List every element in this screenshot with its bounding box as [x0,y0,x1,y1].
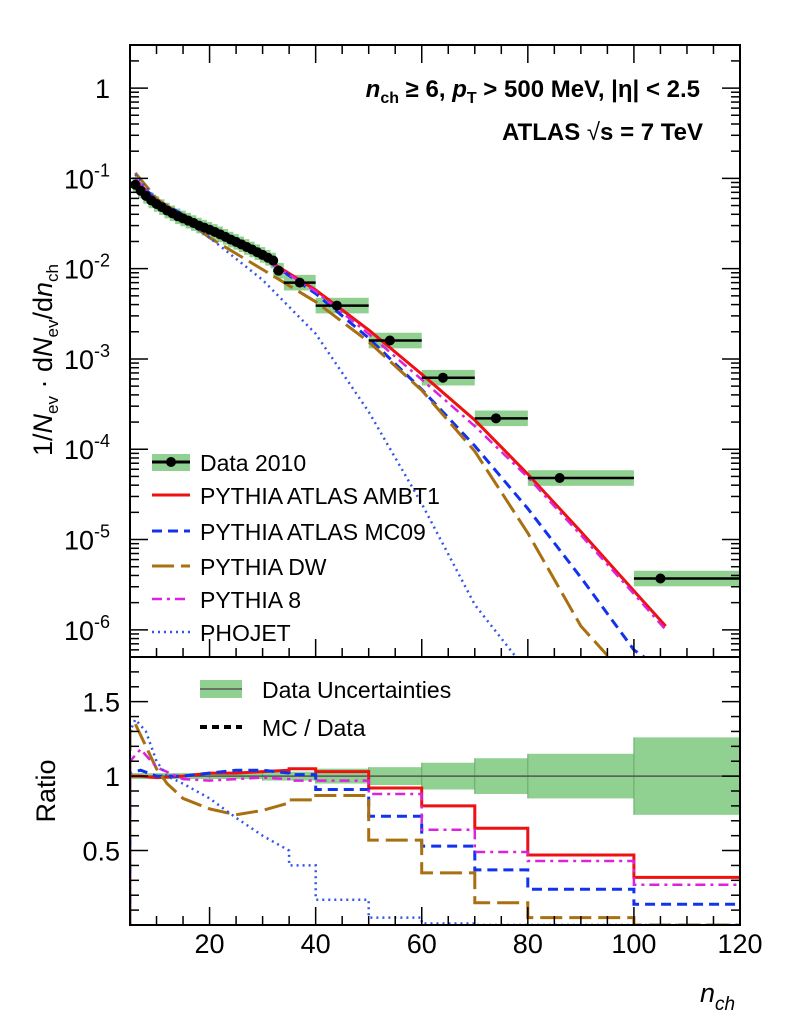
ann-cond1: ≥ 6, [399,76,452,103]
x-tick-label-80: 80 [513,929,543,959]
y-tick-base: 10 [64,255,94,285]
selection-annotation: nch ≥ 6, pT > 500 MeV, |η| < 2.5 [366,76,700,107]
data-point-28 [294,277,305,288]
y-tick-base: 10 [64,164,94,194]
axes-ticks: 20 40 60 80 100 120110-110-210-310-410-510-60… [64,44,763,959]
ylabel-N: N [28,413,58,433]
data-point-27 [273,265,284,276]
ann-cond2: > 500 MeV, |η| < 2.5 [477,76,700,103]
y-tick-label--1: 10-1 [64,160,110,194]
y-tick-exponent: -1 [94,160,110,180]
ylabel-ch: ch [43,264,62,282]
ylabel-dot: · d [28,357,58,396]
ylabel-slash: /d [28,297,58,320]
y-tick-label--2: 10-2 [64,251,110,285]
y-tick-exponent: -2 [94,251,110,271]
ratio-tick-label-0.5: 0.5 [82,837,120,867]
ann-nch: n [366,76,381,103]
legend-dw-label: PYTHIA DW [200,554,327,580]
ylabel-prefix: 1/ [28,433,58,456]
ratio-legend: Data Uncertainties MC / Data [200,677,451,741]
ratio-tick-label-1: 1 [105,762,120,792]
y-axis-title: 1/Nev · dNev/dnch [28,264,62,456]
y-tick-base: 10 [64,435,94,465]
y-tick-base: 10 [64,526,94,556]
legend-mc09-label: PYTHIA ATLAS MC09 [200,519,426,545]
legend-data-swatch-marker [166,457,176,467]
legend-mc-data-label: MC / Data [262,715,366,741]
legend-uncertainty-label: Data Uncertainties [262,677,451,703]
data-point-34 [655,573,666,584]
y-tick-label-0: 1 [95,74,110,104]
ann-pt-sub: T [467,90,477,107]
y-tick-exponent: -3 [94,341,110,361]
x-tick-label-100: 100 [611,929,656,959]
ann-energy: s = 7 TeV [600,119,703,146]
ratio-axis-title: Ratio [31,759,61,822]
ratio-pythia-8 [130,747,740,925]
ratio-mc-curves [130,717,740,925]
ratio-tick-label-1.5: 1.5 [82,688,120,718]
ylabel-ev: ev [43,396,62,414]
experiment-annotation: ATLAS √s = 7 TeV [502,119,703,146]
legend-pythia8-label: PYTHIA 8 [200,587,301,613]
y-tick-label--3: 10-3 [64,341,110,375]
x-axis-title: nch [700,978,735,1015]
ylabel-n: n [28,282,58,297]
data-point-29 [331,300,342,311]
legend-ambt1-label: PYTHIA ATLAS AMBT1 [200,483,440,509]
ann-atlas: ATLAS [502,119,587,146]
x-tick-label-20: 20 [195,929,225,959]
y-tick-label--6: 10-6 [64,612,110,646]
y-tick-label--4: 10-4 [64,431,110,465]
ann-nch-sub: ch [380,90,399,107]
ann-pt: p [451,76,467,103]
data-point-26 [268,255,279,266]
x-tick-label-40: 40 [301,929,331,959]
ratio-pythia-dw [130,721,740,925]
curve-phojet [134,173,518,657]
top-legend: Data 2010 PYTHIA ATLAS AMBT1 PYTHIA ATLA… [152,450,440,646]
y-tick-label--5: 10-5 [64,522,110,556]
top-data-points [130,179,740,584]
ylabel-ev2: ev [43,319,62,337]
ann-sqrt: √ [587,119,601,146]
legend-phojet-label: PHOJET [200,620,291,646]
y-tick-base: 10 [64,616,94,646]
data-point-30 [384,335,395,346]
legend-data-label: Data 2010 [200,450,306,476]
data-point-32 [491,413,501,424]
xlabel-sub: ch [715,994,735,1015]
xlabel-main: n [700,978,715,1008]
y-tick-exponent: -5 [94,522,110,542]
x-tick-label-120: 120 [717,929,762,959]
y-tick-base: 1 [95,74,110,104]
data-point-33 [554,473,565,484]
y-tick-exponent: -4 [94,431,110,451]
data-point-31 [437,372,448,383]
y-tick-exponent: -6 [94,612,110,632]
x-tick-label-60: 60 [407,929,437,959]
ylabel-N2: N [28,337,58,357]
curve-pythia-dw [134,171,609,657]
y-tick-base: 10 [64,345,94,375]
